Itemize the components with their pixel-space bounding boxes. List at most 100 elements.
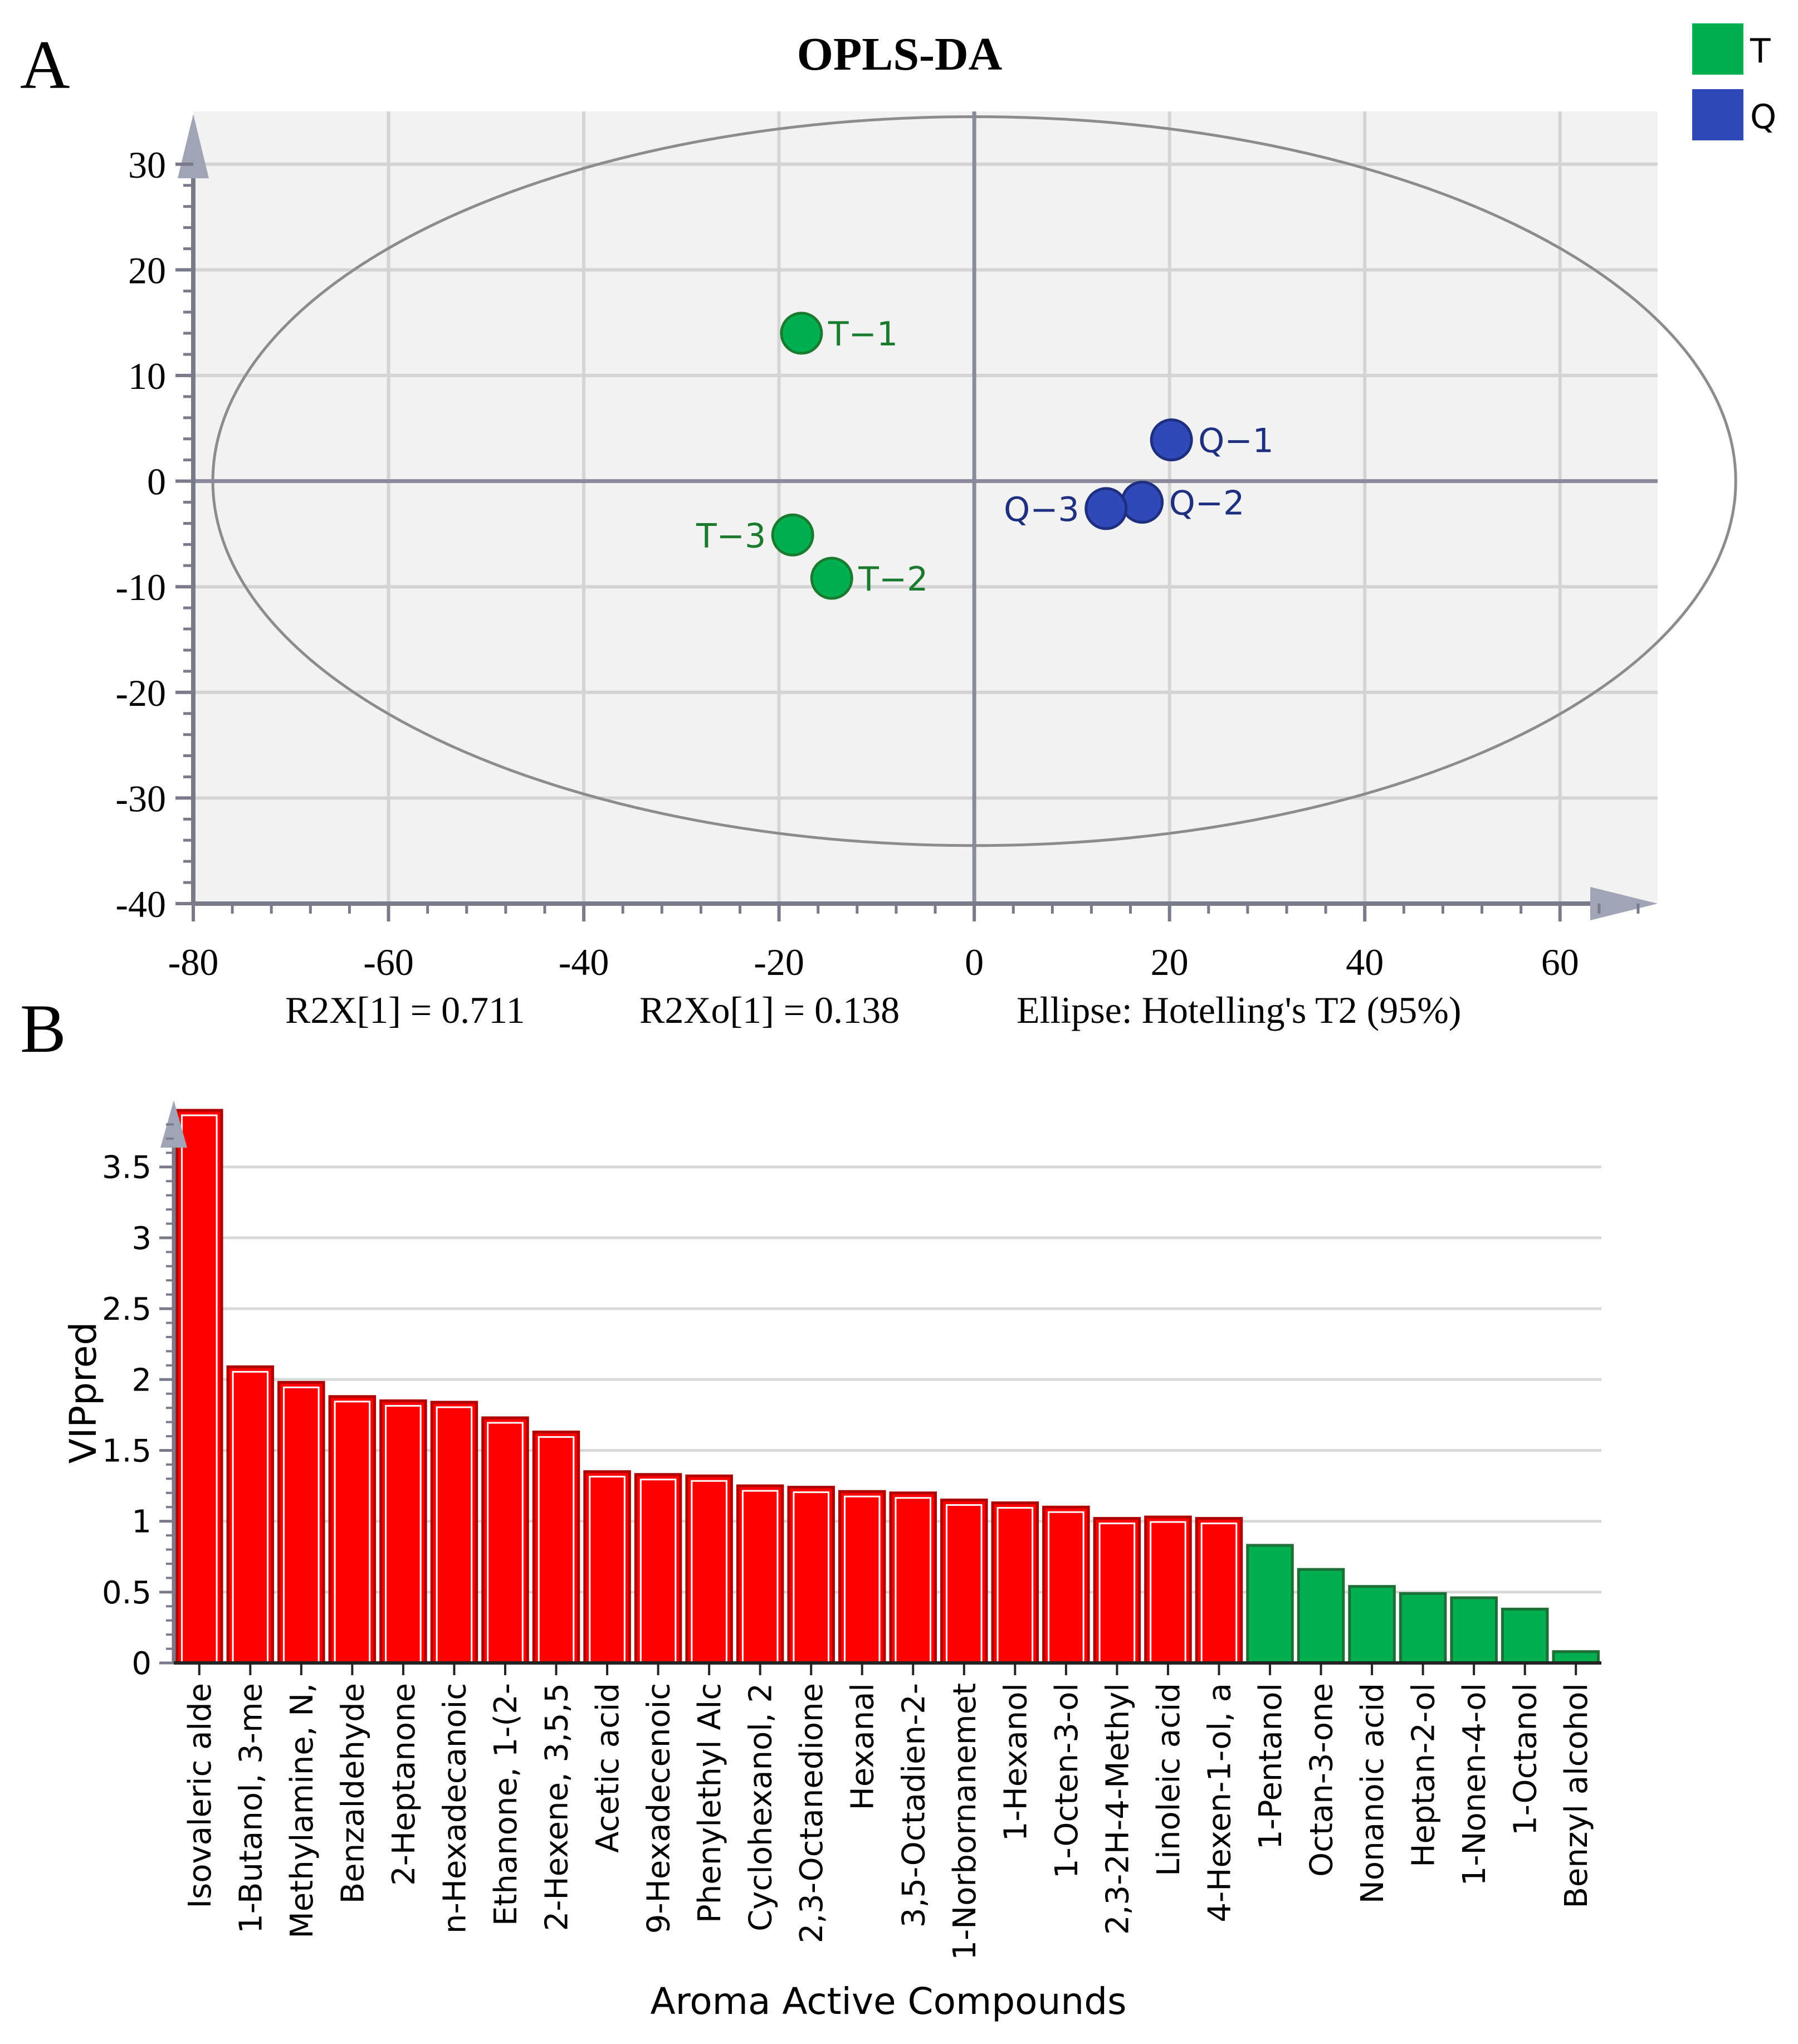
bar-y-tick-label: 0.5 (102, 1575, 152, 1611)
category-label: 2,3-2H-4-Methyl (1100, 1683, 1136, 1935)
y-tick-label: -10 (115, 566, 166, 608)
y-tick-label: 20 (128, 249, 166, 291)
y-tick-label: -20 (115, 672, 166, 714)
point-label: Q−2 (1169, 484, 1245, 523)
bar-y-tick-label: 3.5 (102, 1150, 152, 1186)
x-tick-label: 0 (965, 941, 984, 983)
x-tick-label: 60 (1541, 941, 1579, 983)
bar-27 (1501, 1607, 1549, 1665)
bar-y-tick-label: 0 (131, 1646, 152, 1682)
category-label: Cyclohexanol, 2 (743, 1683, 779, 1931)
plot-a-grid (193, 111, 1658, 904)
bar-12 (736, 1484, 784, 1665)
bar-y-tick-label: 3 (131, 1221, 152, 1257)
point-label: T−2 (858, 560, 928, 599)
bar-15 (889, 1491, 937, 1665)
bar-4 (328, 1395, 377, 1665)
plot-a-background (193, 111, 1658, 904)
point-label: T−3 (696, 516, 766, 555)
bar-2 (226, 1365, 275, 1665)
bar-13 (787, 1486, 835, 1665)
bar-6 (430, 1401, 478, 1665)
x-tick-label: -20 (754, 941, 804, 983)
category-label: Phenylethyl Alc (692, 1683, 728, 1923)
category-label: 1-Octanol (1508, 1683, 1544, 1836)
x-tick-label: 40 (1346, 941, 1384, 983)
category-label: 1-Nonen-4-ol (1457, 1683, 1493, 1886)
category-label: 2-Heptanone (386, 1683, 422, 1886)
category-label: Ethanone, 1-(2- (488, 1683, 524, 1926)
panel-b-letter: B (20, 991, 66, 1067)
category-label: 1-Butanol, 3-me (233, 1683, 269, 1934)
category-label: 2-Hexene, 3,5,5 (539, 1683, 575, 1931)
category-label: Heptan-2-ol (1406, 1683, 1442, 1867)
bar-y-tick-label: 1.5 (102, 1433, 152, 1469)
point-T-2 (810, 557, 853, 600)
bar-24 (1348, 1585, 1396, 1665)
scatter-points: T−1 T−2 T−3 Q−1 Q−2 Q−3 (696, 311, 1274, 600)
category-labels: Isovaleric alde 1-Butanol, 3-me Methylamin… (182, 1663, 1595, 1960)
bar-10 (634, 1473, 682, 1665)
legend: TQ (1692, 23, 1776, 140)
panel-a-letter: A (20, 27, 70, 103)
y-tick-label: -30 (115, 777, 166, 819)
category-label: 2,3-Octanedione (794, 1683, 830, 1943)
bar-28 (1552, 1650, 1600, 1665)
bar-y-tick-label: 2 (131, 1362, 152, 1398)
bar-7 (481, 1416, 529, 1665)
y-axis-label: VIPpred (62, 1322, 105, 1464)
category-label: Nonanoic acid (1355, 1683, 1391, 1904)
bar-21 (1195, 1517, 1243, 1665)
point-label: Q−1 (1198, 422, 1274, 461)
category-label: 1-Hexanol (998, 1683, 1034, 1841)
point-label: T−1 (828, 315, 898, 354)
y-tick-label: 30 (128, 144, 166, 186)
bars (175, 1109, 1600, 1665)
bar-y-tick-label: 1 (131, 1504, 152, 1540)
category-label: 1-Octen-3-ol (1049, 1683, 1085, 1879)
category-label: Benzyl alcohol (1558, 1683, 1595, 1909)
x-axis-label: Aroma Active Compounds (650, 1980, 1126, 2023)
chart-a-title: OPLS-DA (797, 28, 1003, 80)
bar-23 (1297, 1568, 1345, 1665)
r2xo-annotation: R2Xo[1] = 0.138 (639, 989, 900, 1031)
y-axis-arrow (178, 114, 209, 178)
category-label: Hexanal (845, 1683, 881, 1810)
category-label: 4-Hexen-1-ol, a (1201, 1683, 1238, 1923)
bar-16 (940, 1498, 988, 1665)
category-label: Acetic acid (590, 1683, 626, 1853)
x-tick-label: 20 (1151, 941, 1189, 983)
bar-9 (583, 1470, 631, 1665)
point-label: Q−3 (1004, 490, 1079, 529)
bar-1 (175, 1109, 223, 1665)
y-tick-label: 0 (147, 461, 166, 503)
legend-label: T (1750, 32, 1771, 71)
category-label: 9-Hexadecenoic (641, 1683, 677, 1934)
category-label: Isovaleric alde (182, 1683, 218, 1908)
point-Q-3 (1084, 487, 1128, 530)
bar-17 (991, 1501, 1039, 1665)
ellipse-annotation: Ellipse: Hotelling's T2 (95%) (1017, 989, 1462, 1031)
legend-swatch-T (1692, 23, 1743, 75)
bar-3 (277, 1380, 325, 1665)
bar-20 (1144, 1515, 1192, 1665)
point-T-3 (771, 513, 814, 557)
bar-26 (1450, 1596, 1498, 1665)
category-label: 1-Norbornanemet (947, 1683, 983, 1960)
bar-25 (1399, 1592, 1447, 1665)
category-label: Benzaldehyde (335, 1683, 371, 1904)
y-tick-label: -40 (115, 883, 166, 925)
category-label: Octan-3-one (1304, 1683, 1340, 1877)
bar-22 (1246, 1544, 1294, 1665)
category-label: Linoleic acid (1151, 1683, 1187, 1876)
legend-label: Q (1750, 97, 1776, 136)
x-tick-label: -60 (363, 941, 414, 983)
point-Q-2 (1121, 481, 1164, 524)
bar-y-tick-label: 2.5 (102, 1291, 152, 1328)
category-label: 3,5-Octadien-2- (896, 1683, 932, 1928)
plot-b-ticks: 0 0.5 1 1.5 2 2.5 3 3.5 (102, 1123, 174, 1682)
point-T-1 (780, 311, 823, 355)
bar-18 (1042, 1505, 1090, 1665)
